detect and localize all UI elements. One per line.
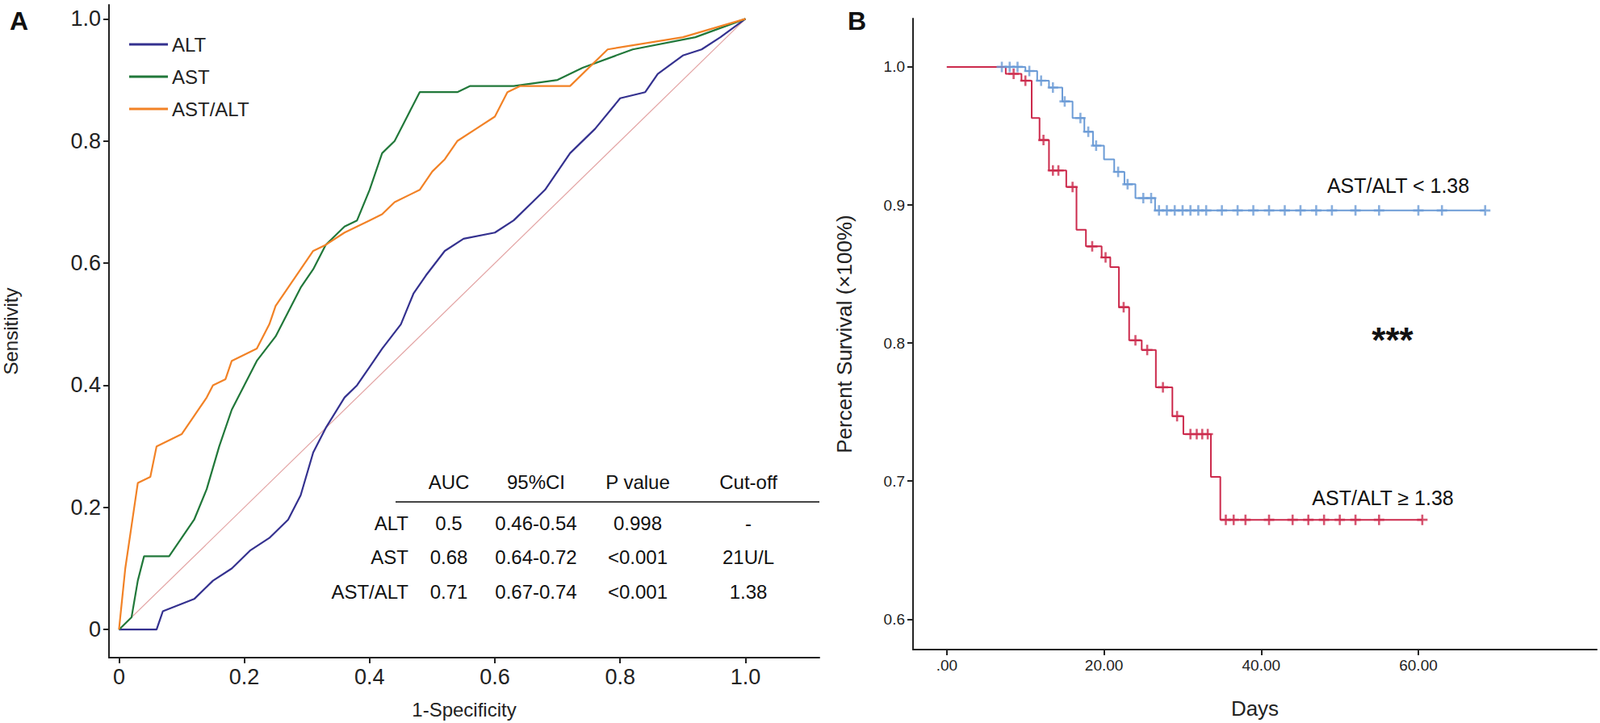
svg-text:AST: AST [171,66,210,88]
svg-text:ALT: ALT [171,33,207,56]
svg-text:0.998: 0.998 [613,512,662,535]
svg-text:B: B [847,6,867,36]
svg-text:<0.001: <0.001 [607,581,668,604]
svg-text:AUC: AUC [428,471,470,494]
svg-text:0.2: 0.2 [70,495,101,520]
svg-text:0: 0 [113,665,126,690]
svg-text:Days: Days [1231,696,1279,721]
svg-text:0.46-0.54: 0.46-0.54 [494,512,577,535]
svg-text:Sensitivity: Sensitivity [0,287,22,375]
svg-text:1.38: 1.38 [729,581,768,604]
svg-text:AST: AST [370,546,409,569]
svg-text:0.67-0.74: 0.67-0.74 [494,581,577,604]
svg-text:AST/ALT: AST/ALT [171,98,250,121]
svg-text:0.5: 0.5 [435,512,462,535]
svg-text:0.71: 0.71 [430,581,469,604]
svg-text:.00: .00 [936,657,958,675]
svg-text:20.00: 20.00 [1084,657,1124,675]
svg-text:0.9: 0.9 [883,196,905,214]
svg-text:0.8: 0.8 [70,129,101,154]
svg-text:0.6: 0.6 [883,611,905,629]
svg-text:1-Specificity: 1-Specificity [411,699,516,721]
svg-text:AST/ALT < 1.38: AST/ALT < 1.38 [1327,174,1470,197]
svg-text:P value: P value [605,471,671,494]
svg-text:AST/ALT: AST/ALT [330,581,409,604]
svg-text:21U/L: 21U/L [722,546,775,569]
svg-text:0.4: 0.4 [354,665,386,690]
svg-text:1.0: 1.0 [730,665,762,690]
svg-text:A: A [9,6,29,36]
svg-text:0.8: 0.8 [883,335,905,352]
svg-text:1.0: 1.0 [883,58,905,76]
svg-text:0: 0 [88,617,101,642]
svg-text:0.6: 0.6 [479,665,511,690]
svg-text:0.4: 0.4 [70,372,101,398]
svg-text:AST/ALT ≥ 1.38: AST/ALT ≥ 1.38 [1311,486,1454,510]
svg-text:1.0: 1.0 [70,6,101,31]
svg-text:40.00: 40.00 [1242,657,1282,675]
svg-text:Cut-off: Cut-off [719,471,778,494]
svg-text:0.7: 0.7 [883,473,905,491]
svg-text:0.2: 0.2 [229,665,260,690]
svg-text:60.00: 60.00 [1398,657,1438,675]
svg-text:ALT: ALT [374,512,410,535]
svg-text:0.64-0.72: 0.64-0.72 [494,546,577,569]
svg-text:***: *** [1371,320,1414,361]
svg-text:0.68: 0.68 [430,546,469,569]
svg-text:95%CI: 95%CI [506,471,566,494]
svg-text:-: - [745,512,752,535]
svg-text:0.8: 0.8 [604,665,636,690]
svg-text:Percent Survival (×100%): Percent Survival (×100%) [832,214,857,454]
svg-text:<0.001: <0.001 [607,546,668,569]
svg-text:0.6: 0.6 [70,251,101,276]
